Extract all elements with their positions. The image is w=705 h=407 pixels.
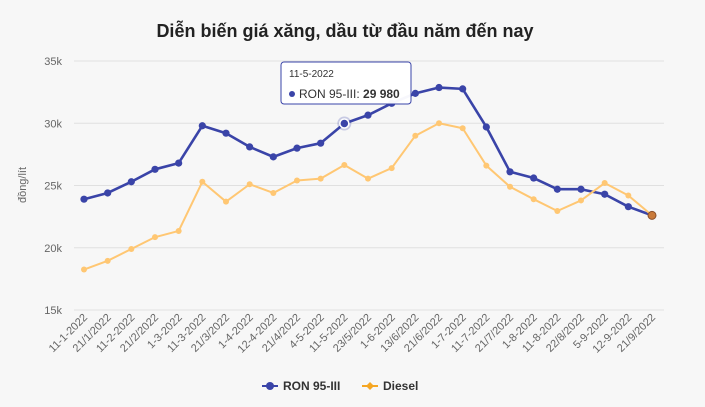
data-point[interactable] [530,174,538,182]
series-group [80,83,657,273]
series-line [83,86,653,217]
data-point[interactable] [459,125,466,132]
y-tick-label: 15k [44,305,62,317]
data-point[interactable] [80,195,88,203]
series-diesel [81,120,655,273]
data-point[interactable] [388,165,395,172]
data-point[interactable] [364,111,372,119]
tooltip-series-marker [289,91,295,97]
data-point[interactable] [152,234,158,241]
y-tick-label: 30k [44,118,62,130]
data-point[interactable] [175,159,183,167]
data-point[interactable] [317,139,325,147]
data-point[interactable] [365,175,371,182]
data-point[interactable] [601,180,608,187]
data-point[interactable] [435,83,443,92]
data-point[interactable] [553,185,561,193]
data-point[interactable] [412,132,419,139]
data-point[interactable] [506,168,514,176]
data-point[interactable] [624,203,632,211]
legend-label: Diesel [383,379,418,393]
data-point[interactable] [577,185,585,193]
data-point-final[interactable] [647,210,657,220]
data-point[interactable] [223,198,229,205]
data-point[interactable] [104,189,112,197]
data-point[interactable] [482,123,490,131]
legend[interactable]: RON 95-III Diesel [262,379,418,393]
y-tick-labels: 15k 20k 25k 30k 35k [44,56,62,317]
data-point[interactable] [341,161,348,168]
data-point[interactable] [222,129,230,137]
data-point[interactable] [317,175,324,182]
y-tick-label: 25k [44,181,62,193]
data-point[interactable] [507,183,513,190]
data-point[interactable] [270,189,277,196]
data-point[interactable] [530,196,537,203]
data-point[interactable] [198,122,206,130]
grid-lines [74,60,664,311]
data-point[interactable] [601,190,609,198]
tooltip-value: 29 980 [363,87,400,101]
chart-title: Diễn biến giá xăng, dầu từ đầu năm đến n… [156,20,533,41]
data-point[interactable] [483,162,490,169]
legend-item-diesel[interactable]: Diesel [362,379,418,393]
data-point[interactable] [199,178,206,185]
data-point[interactable] [151,165,159,173]
data-point[interactable] [246,143,254,151]
tooltip-box [280,61,412,105]
legend-item-ron95[interactable]: RON 95-III [262,379,340,393]
data-point[interactable] [127,178,135,186]
data-point[interactable] [578,197,584,204]
data-point[interactable] [411,89,419,97]
y-tick-label: 35k [44,56,62,68]
data-point[interactable] [269,153,277,161]
data-point[interactable] [625,192,632,199]
data-point[interactable] [294,177,300,184]
tooltip-label: RON 95-III: 29 980 [299,87,400,101]
y-tick-label: 20k [44,243,62,255]
data-point[interactable] [554,208,561,215]
data-point[interactable] [246,181,253,188]
data-point[interactable] [128,245,135,252]
data-point[interactable] [104,257,111,264]
data-point[interactable] [459,85,467,93]
tooltip-date: 11-5-2022 [289,69,334,80]
data-point[interactable] [175,227,182,234]
data-point[interactable] [436,120,442,127]
data-point[interactable] [293,144,301,152]
legend-marker [366,382,374,390]
data-point[interactable] [81,266,87,273]
x-tick-labels: 11-1-202221/1/202211-2-202221/2/20221-3-… [47,312,658,356]
legend-marker [266,382,274,390]
highlight-point[interactable] [339,118,350,129]
legend-label: RON 95-III [283,379,340,393]
y-axis-label: đồng/lít [17,167,29,203]
tooltip: 11-5-2022 RON 95-III: 29 980 [280,61,412,131]
